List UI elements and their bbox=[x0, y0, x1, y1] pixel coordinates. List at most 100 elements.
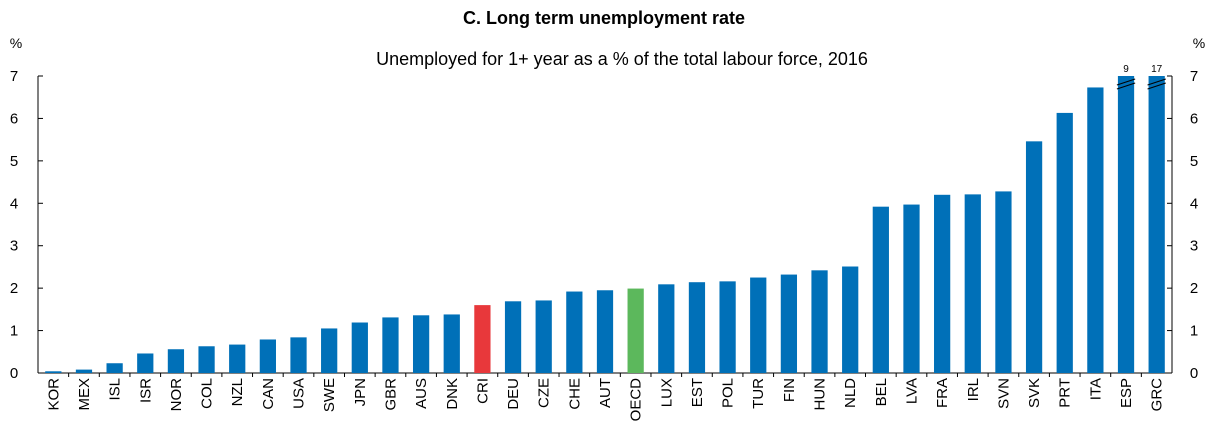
y-axis-unit-left: % bbox=[10, 35, 22, 51]
category-label: COL bbox=[199, 378, 216, 409]
category-label: ISR bbox=[137, 378, 154, 403]
category-label: NOR bbox=[168, 378, 185, 412]
bar bbox=[137, 353, 154, 373]
y-axis-unit-right: % bbox=[1193, 35, 1205, 51]
bar bbox=[259, 339, 276, 373]
bar bbox=[504, 301, 522, 373]
category-label: ESP bbox=[1118, 378, 1135, 408]
y-tick-label-left: 4 bbox=[10, 195, 18, 212]
y-tick-label-left: 5 bbox=[10, 153, 18, 170]
category-label: HUN bbox=[812, 378, 829, 411]
category-label: GBR bbox=[382, 378, 399, 411]
bar bbox=[351, 322, 368, 373]
bar bbox=[1025, 141, 1043, 373]
bar bbox=[566, 291, 583, 373]
axis-break-mark bbox=[1147, 78, 1166, 86]
category-label: CHE bbox=[566, 378, 583, 410]
bar bbox=[842, 266, 859, 373]
y-tick-label-left: 1 bbox=[10, 323, 18, 340]
bar bbox=[1087, 87, 1104, 373]
category-label: BEL bbox=[873, 378, 890, 406]
bar bbox=[1148, 76, 1165, 373]
category-label: PRT bbox=[1057, 378, 1074, 408]
category-label: GRC bbox=[1149, 378, 1166, 412]
y-tick-label-right: 7 bbox=[1190, 68, 1198, 85]
bar bbox=[1056, 112, 1073, 374]
axis-break-mark bbox=[1147, 82, 1166, 90]
y-tick-label-right: 1 bbox=[1190, 323, 1198, 340]
bar bbox=[872, 206, 889, 373]
category-label: JPN bbox=[352, 378, 369, 406]
y-tick-label-left: 2 bbox=[10, 280, 18, 297]
y-tick-label-right: 6 bbox=[1190, 110, 1198, 127]
category-label: NLD bbox=[842, 378, 859, 408]
bar bbox=[688, 282, 706, 373]
y-tick-label-right: 5 bbox=[1190, 153, 1198, 170]
bar bbox=[627, 288, 644, 373]
bar bbox=[382, 317, 399, 373]
bar bbox=[596, 290, 614, 373]
bar bbox=[964, 194, 981, 373]
bar bbox=[780, 274, 798, 373]
chart-subtitle: Unemployed for 1+ year as a % of the tot… bbox=[376, 49, 868, 69]
y-tick-label-right: 0 bbox=[1190, 365, 1198, 382]
bar bbox=[535, 300, 552, 373]
category-label: USA bbox=[291, 378, 308, 409]
bar bbox=[719, 281, 736, 373]
category-label: FIN bbox=[781, 378, 798, 402]
bar bbox=[75, 369, 93, 373]
axis-break-mark bbox=[1116, 78, 1136, 86]
bar bbox=[443, 314, 460, 373]
bar bbox=[658, 284, 675, 373]
bar bbox=[229, 344, 246, 373]
category-label: KOR bbox=[45, 378, 62, 411]
y-tick-label-right: 3 bbox=[1190, 238, 1198, 255]
category-label: AUS bbox=[413, 378, 430, 409]
category-label: OECD bbox=[628, 378, 645, 422]
category-label: AUT bbox=[597, 378, 614, 408]
bar bbox=[412, 315, 430, 373]
category-label: CRI bbox=[474, 378, 491, 404]
y-tick-label-left: 6 bbox=[10, 110, 18, 127]
bar bbox=[45, 371, 62, 373]
category-label: MEX bbox=[76, 378, 93, 411]
bar bbox=[750, 277, 767, 373]
category-label: LVA bbox=[903, 378, 920, 404]
category-label: SVN bbox=[995, 378, 1012, 409]
category-label: SVK bbox=[1026, 378, 1043, 408]
axis-break-mark bbox=[1116, 82, 1136, 90]
category-label: CAN bbox=[260, 378, 277, 410]
bars: 9 17 bbox=[45, 64, 1166, 374]
bar-value-label: 9 bbox=[1123, 64, 1129, 75]
category-label: ITA bbox=[1087, 378, 1104, 400]
bar-value-label: 17 bbox=[1151, 64, 1163, 75]
category-label: ISL bbox=[107, 378, 124, 401]
bar bbox=[934, 194, 951, 373]
category-label: CZE bbox=[536, 378, 553, 408]
bar bbox=[1117, 76, 1135, 373]
bar bbox=[995, 191, 1012, 373]
y-tick-label-left: 7 bbox=[10, 68, 18, 85]
category-label: POL bbox=[720, 378, 737, 408]
bar bbox=[198, 346, 215, 373]
y-tick-label-left: 0 bbox=[10, 365, 18, 382]
category-labels: KOR MEX ISL ISR NOR COL NZL CAN USA SWE JPN GBR AUS D… bbox=[45, 378, 1165, 422]
bar bbox=[167, 349, 185, 373]
category-label: DNK bbox=[444, 378, 461, 410]
category-label: IRL bbox=[965, 378, 982, 401]
category-label: SWE bbox=[321, 378, 338, 412]
bar bbox=[106, 363, 123, 373]
y-tick-label-right: 2 bbox=[1190, 280, 1198, 297]
bar bbox=[290, 337, 307, 373]
y-tick-label-right: 4 bbox=[1190, 195, 1198, 212]
category-label: DEU bbox=[505, 378, 522, 410]
chart-title: C. Long term unemployment rate bbox=[463, 8, 745, 28]
bar bbox=[474, 305, 491, 373]
bar bbox=[903, 204, 920, 373]
bar bbox=[811, 270, 828, 373]
category-label: TUR bbox=[750, 378, 767, 409]
category-label: FRA bbox=[934, 378, 951, 408]
category-label: LUX bbox=[658, 378, 675, 407]
bar bbox=[321, 328, 338, 373]
